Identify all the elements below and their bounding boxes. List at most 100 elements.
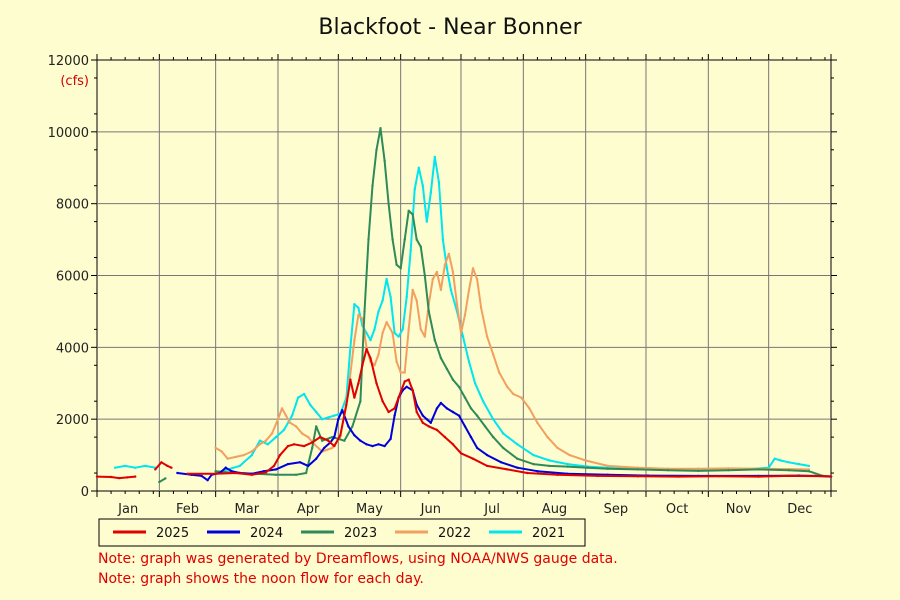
data-point (397, 335, 400, 338)
x-tick-label: Sep (604, 502, 629, 517)
data-point (272, 464, 276, 468)
data-point (445, 367, 449, 371)
data-point (333, 435, 336, 439)
data-point (276, 418, 280, 421)
data-point (435, 428, 439, 432)
data-point (413, 188, 416, 191)
data-point (250, 453, 253, 457)
data-point (727, 467, 730, 470)
data-point (377, 353, 380, 356)
data-point (270, 432, 274, 435)
data-point (302, 444, 306, 448)
data-point (403, 238, 406, 241)
data-point (445, 407, 449, 410)
data-point (520, 396, 523, 399)
x-tick-label: Jun (420, 502, 441, 517)
data-point (526, 471, 529, 475)
x-tick-label: Apr (297, 502, 320, 517)
data-point (353, 303, 356, 306)
data-point (433, 338, 436, 342)
data-point (463, 425, 467, 428)
x-tick-label: Aug (542, 502, 567, 517)
data-point (373, 364, 376, 367)
data-point (677, 475, 680, 478)
data-point (461, 335, 465, 338)
data-point (341, 409, 344, 412)
data-point (467, 288, 471, 292)
data-point (381, 400, 384, 403)
data-point (532, 462, 535, 466)
data-point (124, 464, 127, 468)
data-point (451, 378, 455, 381)
data-point (457, 414, 461, 417)
data-point (425, 220, 428, 223)
data-point (339, 434, 342, 437)
data-point (395, 263, 398, 266)
data-point (379, 127, 382, 130)
legend-label-2022: 2022 (438, 526, 471, 541)
data-point (387, 202, 390, 205)
data-point (566, 465, 569, 468)
data-point (347, 425, 350, 428)
data-point (415, 299, 418, 302)
data-point (300, 432, 304, 435)
data-point (471, 457, 475, 460)
y-tick-label: 6000 (56, 270, 89, 285)
data-point (441, 238, 445, 241)
data-point (349, 378, 352, 381)
data-point (333, 444, 336, 448)
x-tick-label: Feb (176, 502, 199, 517)
data-point (288, 421, 292, 424)
data-point (419, 245, 422, 248)
data-point (399, 267, 402, 270)
data-point (427, 425, 430, 428)
data-point (807, 468, 811, 471)
data-point (294, 473, 298, 476)
data-point (359, 439, 362, 442)
data-point (516, 457, 519, 460)
data-point (357, 382, 360, 385)
data-point (485, 464, 489, 468)
data-point (437, 180, 441, 184)
data-point (787, 469, 790, 472)
data-point (321, 439, 324, 442)
data-point (323, 446, 326, 450)
x-tick-label: Oct (666, 502, 688, 517)
data-point (311, 441, 314, 444)
data-point (419, 328, 422, 331)
data-point (475, 446, 479, 450)
data-point (536, 470, 539, 473)
data-point (375, 148, 378, 151)
data-point (371, 444, 374, 448)
data-point (429, 191, 432, 195)
data-point (381, 331, 384, 335)
data-point (220, 450, 223, 453)
data-point (242, 453, 245, 457)
series-2025 (95, 347, 833, 480)
data-point (304, 471, 308, 475)
data-point (411, 288, 414, 292)
x-tick-label: Mar (235, 502, 260, 517)
data-point (421, 184, 424, 187)
data-point (485, 335, 489, 338)
data-point (258, 439, 262, 442)
data-point (417, 166, 420, 169)
data-point (365, 331, 368, 335)
data-point (357, 306, 360, 309)
data-point (117, 476, 121, 480)
data-point (315, 457, 318, 460)
y-tick-label: 8000 (56, 198, 89, 213)
data-point (473, 382, 477, 385)
data-point (353, 338, 356, 342)
data-point (455, 303, 459, 306)
data-point (266, 443, 270, 446)
data-point (584, 459, 587, 462)
data-point (331, 446, 334, 450)
data-point (459, 331, 463, 335)
data-point (385, 277, 388, 281)
data-point (307, 464, 310, 468)
data-point (353, 434, 356, 437)
data-point (536, 421, 539, 424)
data-point (214, 446, 217, 450)
data-point (230, 470, 233, 473)
